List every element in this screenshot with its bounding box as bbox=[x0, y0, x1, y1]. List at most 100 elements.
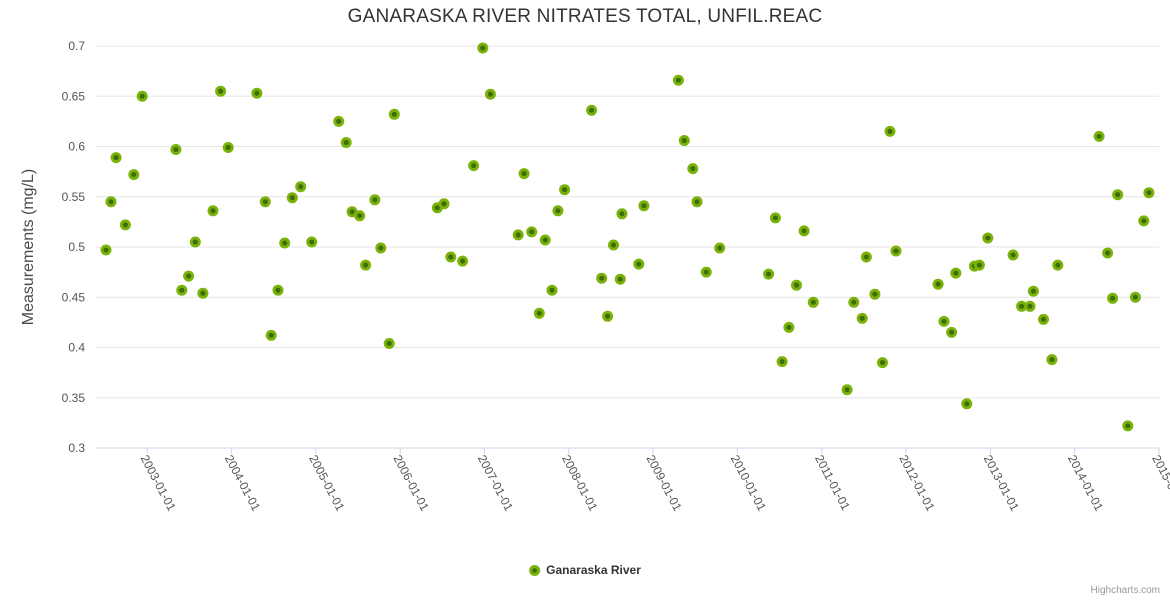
data-point[interactable] bbox=[938, 315, 950, 327]
legend-item-ganaraska-river[interactable]: Ganaraska River bbox=[529, 563, 641, 577]
data-point[interactable] bbox=[1138, 215, 1150, 227]
data-point[interactable] bbox=[687, 163, 699, 175]
data-point[interactable] bbox=[279, 237, 291, 249]
data-point[interactable] bbox=[1093, 130, 1105, 142]
data-point[interactable] bbox=[354, 210, 366, 222]
data-point[interactable] bbox=[1112, 189, 1124, 201]
data-point[interactable] bbox=[259, 196, 271, 208]
data-point[interactable] bbox=[170, 144, 182, 155]
data-point[interactable] bbox=[1129, 291, 1141, 303]
data-point[interactable] bbox=[484, 88, 496, 100]
data-point[interactable] bbox=[602, 310, 614, 322]
data-point[interactable] bbox=[559, 184, 571, 196]
data-point[interactable] bbox=[369, 194, 381, 206]
data-point[interactable] bbox=[512, 229, 524, 241]
data-point[interactable] bbox=[222, 142, 234, 153]
data-point[interactable] bbox=[286, 192, 298, 204]
data-point[interactable] bbox=[375, 242, 387, 254]
data-point[interactable] bbox=[445, 251, 457, 263]
data-point[interactable] bbox=[776, 356, 788, 368]
data-point[interactable] bbox=[1016, 300, 1028, 312]
highcharts-credits-link[interactable]: Highcharts.com bbox=[1090, 585, 1160, 596]
data-point[interactable] bbox=[119, 219, 131, 231]
data-point[interactable] bbox=[856, 312, 868, 324]
data-point[interactable] bbox=[791, 279, 802, 291]
data-point[interactable] bbox=[700, 266, 712, 278]
data-point[interactable] bbox=[110, 152, 122, 164]
data-point[interactable] bbox=[360, 259, 372, 271]
data-point[interactable] bbox=[596, 272, 608, 284]
data-point[interactable] bbox=[961, 398, 973, 410]
data-point[interactable] bbox=[340, 137, 352, 148]
data-point[interactable] bbox=[533, 307, 545, 319]
data-point[interactable] bbox=[100, 244, 112, 256]
data-point[interactable] bbox=[468, 160, 480, 172]
data-point[interactable] bbox=[128, 169, 140, 181]
data-point[interactable] bbox=[798, 225, 810, 237]
data-point[interactable] bbox=[973, 259, 985, 271]
data-point[interactable] bbox=[841, 384, 853, 396]
data-point[interactable] bbox=[890, 245, 902, 257]
data-point[interactable] bbox=[438, 198, 450, 210]
data-point[interactable] bbox=[552, 205, 564, 217]
data-point[interactable] bbox=[518, 168, 530, 180]
data-point[interactable] bbox=[477, 42, 489, 54]
data-point[interactable] bbox=[383, 338, 395, 349]
data-point[interactable] bbox=[1007, 249, 1019, 261]
data-point[interactable] bbox=[1046, 354, 1058, 366]
data-point[interactable] bbox=[950, 267, 962, 279]
data-point[interactable] bbox=[306, 236, 318, 248]
data-point[interactable] bbox=[860, 251, 872, 263]
data-point[interactable] bbox=[614, 273, 626, 285]
data-point[interactable] bbox=[183, 270, 195, 282]
data-point[interactable] bbox=[884, 125, 896, 137]
data-point[interactable] bbox=[546, 284, 558, 296]
data-point[interactable] bbox=[982, 232, 994, 244]
data-point[interactable] bbox=[105, 196, 117, 208]
data-point[interactable] bbox=[763, 268, 775, 280]
data-point[interactable] bbox=[215, 85, 227, 97]
y-axis-tick-label: 0.3 bbox=[68, 441, 85, 455]
data-point[interactable] bbox=[333, 115, 345, 127]
data-point[interactable] bbox=[197, 287, 209, 299]
data-point[interactable] bbox=[457, 255, 469, 267]
data-point[interactable] bbox=[932, 278, 944, 290]
data-point[interactable] bbox=[769, 212, 781, 224]
data-point[interactable] bbox=[1107, 292, 1119, 304]
data-point[interactable] bbox=[616, 208, 628, 220]
data-point[interactable] bbox=[869, 288, 881, 300]
data-point[interactable] bbox=[1024, 300, 1036, 312]
data-point[interactable] bbox=[295, 181, 307, 193]
data-point[interactable] bbox=[207, 205, 219, 217]
data-point[interactable] bbox=[672, 74, 684, 86]
data-point[interactable] bbox=[265, 329, 277, 341]
data-point[interactable] bbox=[691, 196, 703, 208]
data-point[interactable] bbox=[638, 200, 650, 212]
data-point[interactable] bbox=[946, 326, 958, 338]
data-point[interactable] bbox=[807, 296, 819, 308]
data-point[interactable] bbox=[388, 108, 400, 120]
data-point[interactable] bbox=[1027, 285, 1039, 297]
data-point[interactable] bbox=[1122, 420, 1134, 432]
data-point[interactable] bbox=[539, 234, 551, 246]
data-point[interactable] bbox=[1143, 187, 1155, 199]
data-point[interactable] bbox=[608, 239, 619, 251]
data-point[interactable] bbox=[526, 226, 538, 238]
data-point[interactable] bbox=[1052, 259, 1064, 271]
x-axis-tick-label: 2007-01-01 bbox=[475, 453, 516, 514]
data-point[interactable] bbox=[189, 236, 201, 248]
y-axis-tick-label: 0.6 bbox=[68, 140, 85, 154]
data-point[interactable] bbox=[877, 357, 888, 369]
data-point[interactable] bbox=[251, 87, 263, 99]
data-point[interactable] bbox=[176, 284, 188, 296]
data-point[interactable] bbox=[783, 321, 795, 333]
data-point[interactable] bbox=[136, 90, 148, 102]
data-point[interactable] bbox=[848, 296, 860, 308]
data-point[interactable] bbox=[272, 284, 284, 296]
data-point[interactable] bbox=[633, 258, 645, 270]
data-point[interactable] bbox=[714, 242, 726, 254]
data-point[interactable] bbox=[586, 104, 598, 116]
data-point[interactable] bbox=[1102, 247, 1114, 259]
data-point[interactable] bbox=[1038, 313, 1049, 325]
data-point[interactable] bbox=[678, 135, 690, 146]
